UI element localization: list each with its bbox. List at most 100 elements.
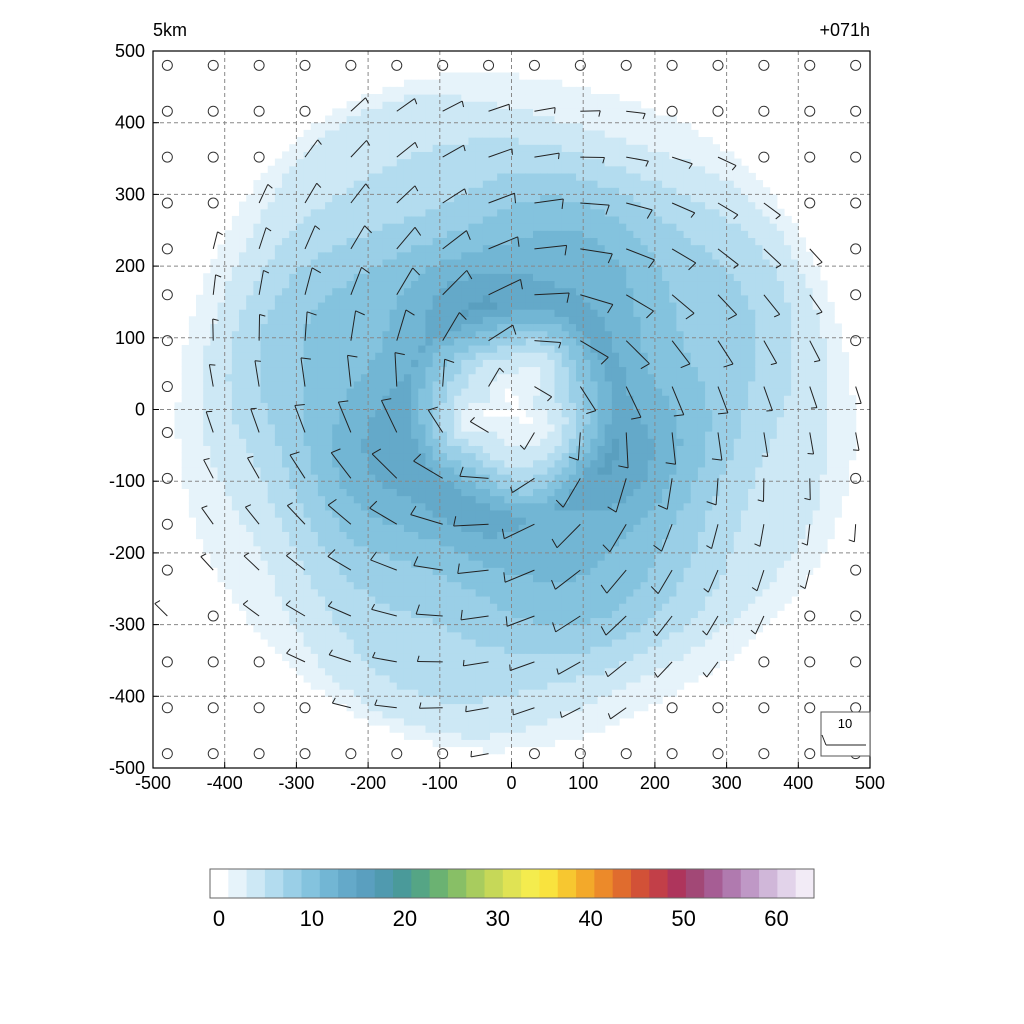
field-cell <box>561 595 570 604</box>
field-cell <box>540 158 548 167</box>
field-cell <box>396 638 405 647</box>
field-cell <box>604 323 613 332</box>
field-cell <box>432 129 441 138</box>
field-cell <box>540 474 548 482</box>
field-cell <box>611 560 620 568</box>
field-cell <box>533 423 541 432</box>
field-cell <box>360 466 369 475</box>
field-cell <box>468 552 477 561</box>
field-cell <box>540 366 548 375</box>
field-cell <box>224 316 233 325</box>
field-cell <box>260 474 269 482</box>
field-cell <box>310 581 319 590</box>
field-cell <box>274 366 283 375</box>
field-cell <box>353 667 362 676</box>
field-cell <box>375 108 384 117</box>
field-cell <box>432 545 441 554</box>
field-cell <box>203 488 211 497</box>
field-cell <box>497 574 505 583</box>
field-cell <box>303 438 312 446</box>
field-cell <box>446 423 455 432</box>
field-cell <box>282 581 290 590</box>
field-cell <box>561 617 570 626</box>
field-cell <box>210 309 219 317</box>
field-cell <box>468 517 477 525</box>
field-cell <box>310 301 319 310</box>
field-cell <box>332 108 341 117</box>
field-cell <box>432 294 441 303</box>
field-cell <box>425 301 434 310</box>
field-cell <box>332 115 341 124</box>
field-cell <box>461 409 470 418</box>
field-cell <box>360 129 369 138</box>
field-cell <box>353 316 362 325</box>
field-cell <box>296 638 305 647</box>
field-cell <box>583 517 591 525</box>
field-cell <box>274 646 283 654</box>
field-cell <box>360 624 369 633</box>
field-cell <box>289 387 297 396</box>
field-cell <box>282 459 290 468</box>
field-cell <box>439 72 448 81</box>
field-cell <box>576 101 584 109</box>
field-cell <box>332 251 341 260</box>
field-cell <box>317 631 326 640</box>
field-cell <box>403 581 412 590</box>
field-cell <box>504 301 513 310</box>
field-cell <box>568 244 577 253</box>
field-cell <box>590 459 599 468</box>
field-cell <box>239 581 247 590</box>
field-cell <box>389 129 398 138</box>
field-cell <box>353 309 362 317</box>
field-cell <box>547 86 556 95</box>
field-cell <box>561 459 570 468</box>
field-cell <box>210 474 219 482</box>
field-cell <box>375 273 384 282</box>
field-cell <box>561 323 570 332</box>
field-cell <box>518 552 527 561</box>
field-cell <box>590 172 599 181</box>
field-cell <box>418 732 427 740</box>
field-cell <box>317 251 326 260</box>
field-cell <box>411 646 419 654</box>
field-cell <box>375 631 384 640</box>
field-cell <box>317 646 326 654</box>
field-cell <box>246 474 254 482</box>
field-cell <box>482 230 491 239</box>
field-cell <box>196 416 204 425</box>
field-cell <box>439 387 448 396</box>
field-cell <box>296 165 305 174</box>
field-cell <box>346 309 355 317</box>
field-cell <box>439 631 448 640</box>
field-cell <box>482 158 491 167</box>
field-cell <box>325 266 333 274</box>
field-cell <box>597 194 606 203</box>
field-cell <box>568 366 577 375</box>
field-cell <box>576 459 584 468</box>
field-cell <box>382 531 391 540</box>
field-cell <box>253 531 262 540</box>
field-cell <box>303 488 312 497</box>
field-cell <box>317 330 326 339</box>
field-cell <box>217 359 226 368</box>
field-cell <box>217 416 226 425</box>
field-cell <box>590 409 599 418</box>
field-cell <box>468 717 477 726</box>
field-cell <box>188 416 197 425</box>
field-cell <box>368 359 376 368</box>
field-cell <box>461 101 470 109</box>
field-cell <box>597 251 606 260</box>
field-cell <box>239 488 247 497</box>
field-cell <box>403 603 412 611</box>
field-cell <box>239 258 247 267</box>
field-cell <box>446 201 455 210</box>
field-cell <box>525 79 534 88</box>
field-cell <box>597 567 606 576</box>
field-cell <box>583 280 591 289</box>
field-cell <box>396 137 405 145</box>
field-cell <box>561 495 570 504</box>
field-cell <box>475 459 484 468</box>
field-cell <box>303 588 312 597</box>
field-cell <box>246 402 254 411</box>
field-cell <box>568 344 577 353</box>
